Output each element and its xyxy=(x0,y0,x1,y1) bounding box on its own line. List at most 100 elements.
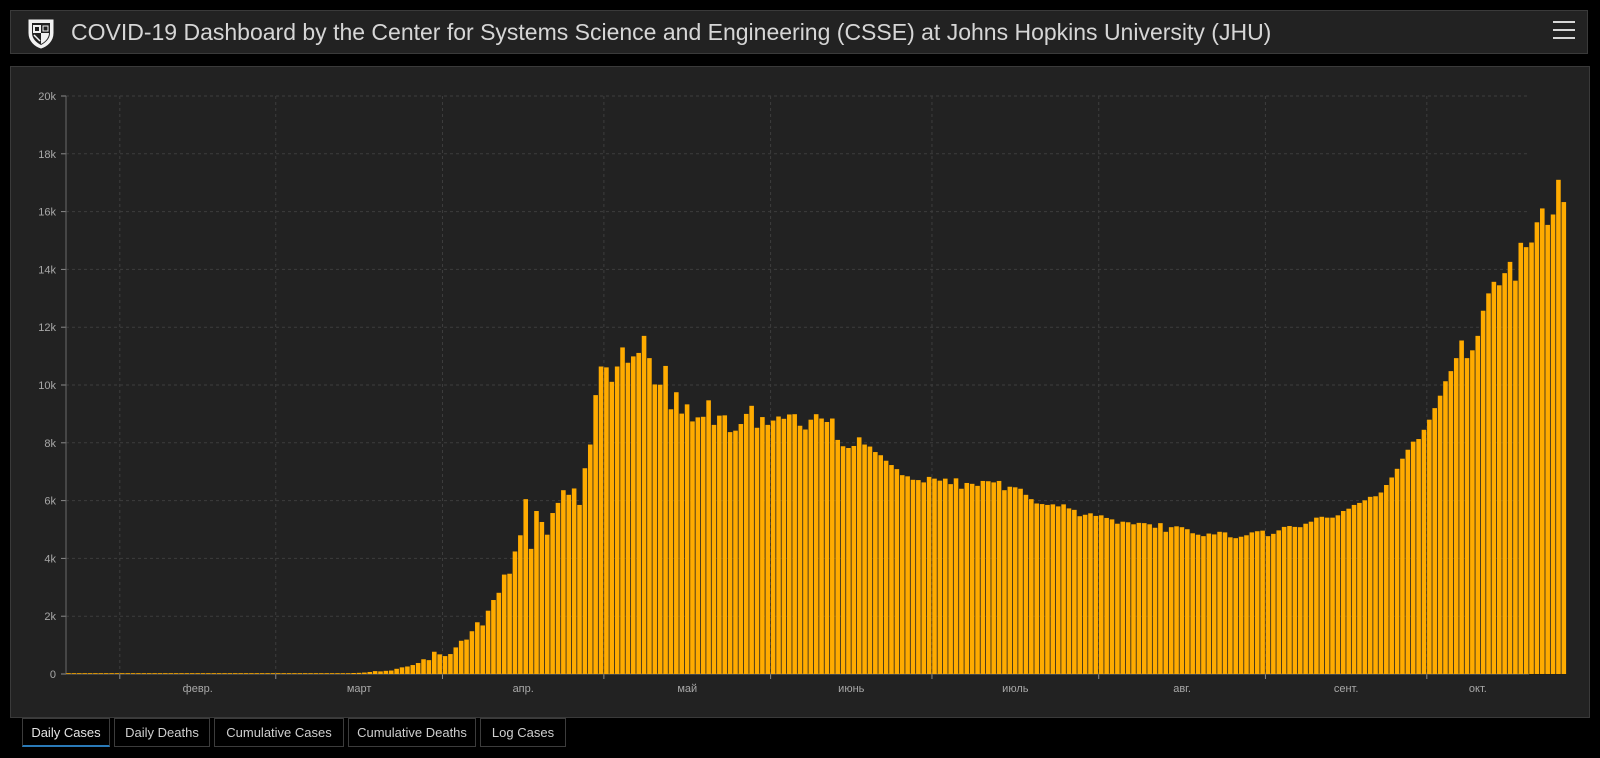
bar xyxy=(1125,522,1131,674)
bar xyxy=(211,673,217,674)
bar xyxy=(625,362,631,674)
bar xyxy=(1152,527,1158,674)
bar xyxy=(1109,519,1115,674)
bar xyxy=(604,367,609,674)
bar xyxy=(1104,517,1109,674)
bar xyxy=(173,673,179,674)
bar xyxy=(405,666,410,674)
bar xyxy=(1534,222,1540,674)
bar xyxy=(819,418,824,674)
bar xyxy=(1287,526,1292,674)
bar xyxy=(889,465,894,674)
bar xyxy=(270,673,276,674)
bar xyxy=(916,480,921,674)
page-title: COVID-19 Dashboard by the Center for Sys… xyxy=(71,19,1272,45)
bar xyxy=(840,446,846,674)
bar xyxy=(717,415,722,674)
bar xyxy=(1228,537,1233,674)
bar xyxy=(1211,534,1217,674)
bar xyxy=(1335,515,1341,674)
x-tick-label: июль xyxy=(1002,683,1029,695)
bar xyxy=(1244,535,1249,674)
daily-cases-chart: 0 2k 4k 6k 8k 10k 12k 14k 16k 18k 20k февр. март апр.… xyxy=(38,91,1567,695)
tab-log-cases[interactable]: Log Cases xyxy=(480,718,566,747)
bar xyxy=(302,673,308,674)
y-tick-label: 8k xyxy=(44,438,56,450)
bar xyxy=(1545,224,1550,675)
bar xyxy=(980,480,986,674)
bar xyxy=(1163,531,1169,674)
bar xyxy=(501,574,507,674)
bar xyxy=(475,622,480,674)
bar xyxy=(372,671,378,674)
bar xyxy=(555,502,561,674)
bar xyxy=(1340,511,1346,674)
bar xyxy=(184,673,190,674)
tab-cumulative-deaths[interactable]: Cumulative Deaths xyxy=(348,718,476,747)
y-tick-label: 10k xyxy=(38,380,56,392)
x-tick-label: апр. xyxy=(513,683,534,695)
tab-cumulative-cases[interactable]: Cumulative Cases xyxy=(214,718,344,747)
bar xyxy=(1185,529,1190,674)
bar xyxy=(1190,533,1195,674)
bar xyxy=(259,673,265,674)
bar xyxy=(856,437,862,674)
bar xyxy=(1384,484,1389,674)
bar xyxy=(281,673,286,674)
bar xyxy=(1523,247,1529,674)
bar xyxy=(1276,530,1282,674)
bar xyxy=(1120,521,1126,674)
bar xyxy=(491,600,496,674)
bar xyxy=(1502,273,1507,674)
bar xyxy=(1410,441,1416,674)
bar xyxy=(743,413,749,674)
chart-panel: 0 2k 4k 6k 8k 10k 12k 14k 16k 18k 20k февр. март апр.… xyxy=(10,66,1590,718)
bar xyxy=(329,673,335,674)
bar xyxy=(528,548,534,674)
bar xyxy=(136,673,141,674)
bar xyxy=(959,488,964,674)
bar xyxy=(1540,208,1545,674)
bar xyxy=(534,511,539,674)
bar xyxy=(636,352,641,674)
bar xyxy=(996,480,1002,674)
y-tick-label: 6k xyxy=(44,496,56,508)
bar xyxy=(1561,202,1567,675)
bar xyxy=(87,673,93,674)
y-tick-label: 4k xyxy=(44,553,56,565)
bar xyxy=(776,416,781,674)
bar xyxy=(480,625,485,674)
bar xyxy=(448,654,453,674)
bar xyxy=(1050,504,1056,674)
bar xyxy=(1496,285,1502,674)
bar xyxy=(1179,527,1185,674)
bar xyxy=(1271,533,1276,674)
bar xyxy=(1394,468,1400,674)
bar xyxy=(227,673,233,674)
bar xyxy=(1158,523,1163,674)
bar xyxy=(388,670,394,674)
bar xyxy=(1066,508,1072,674)
bar xyxy=(937,480,943,674)
bar xyxy=(577,504,582,674)
bar xyxy=(932,478,937,674)
tab-daily-cases[interactable]: Daily Cases xyxy=(22,718,110,747)
bar xyxy=(362,672,367,674)
bar xyxy=(894,469,900,674)
x-tick-label: авг. xyxy=(1173,683,1191,695)
bar xyxy=(674,392,679,674)
bar xyxy=(1045,504,1050,674)
hamburger-menu-icon[interactable] xyxy=(1553,21,1575,41)
bar xyxy=(1367,496,1373,674)
bar xyxy=(410,665,416,674)
bar xyxy=(561,490,566,674)
bar xyxy=(1034,503,1039,674)
bar xyxy=(1421,429,1427,674)
bar xyxy=(760,417,765,674)
bar xyxy=(1550,214,1556,675)
bar xyxy=(1141,523,1147,674)
bar xyxy=(813,414,819,674)
tab-daily-deaths[interactable]: Daily Deaths xyxy=(114,718,210,747)
bar xyxy=(598,366,604,674)
bar xyxy=(1195,534,1201,674)
